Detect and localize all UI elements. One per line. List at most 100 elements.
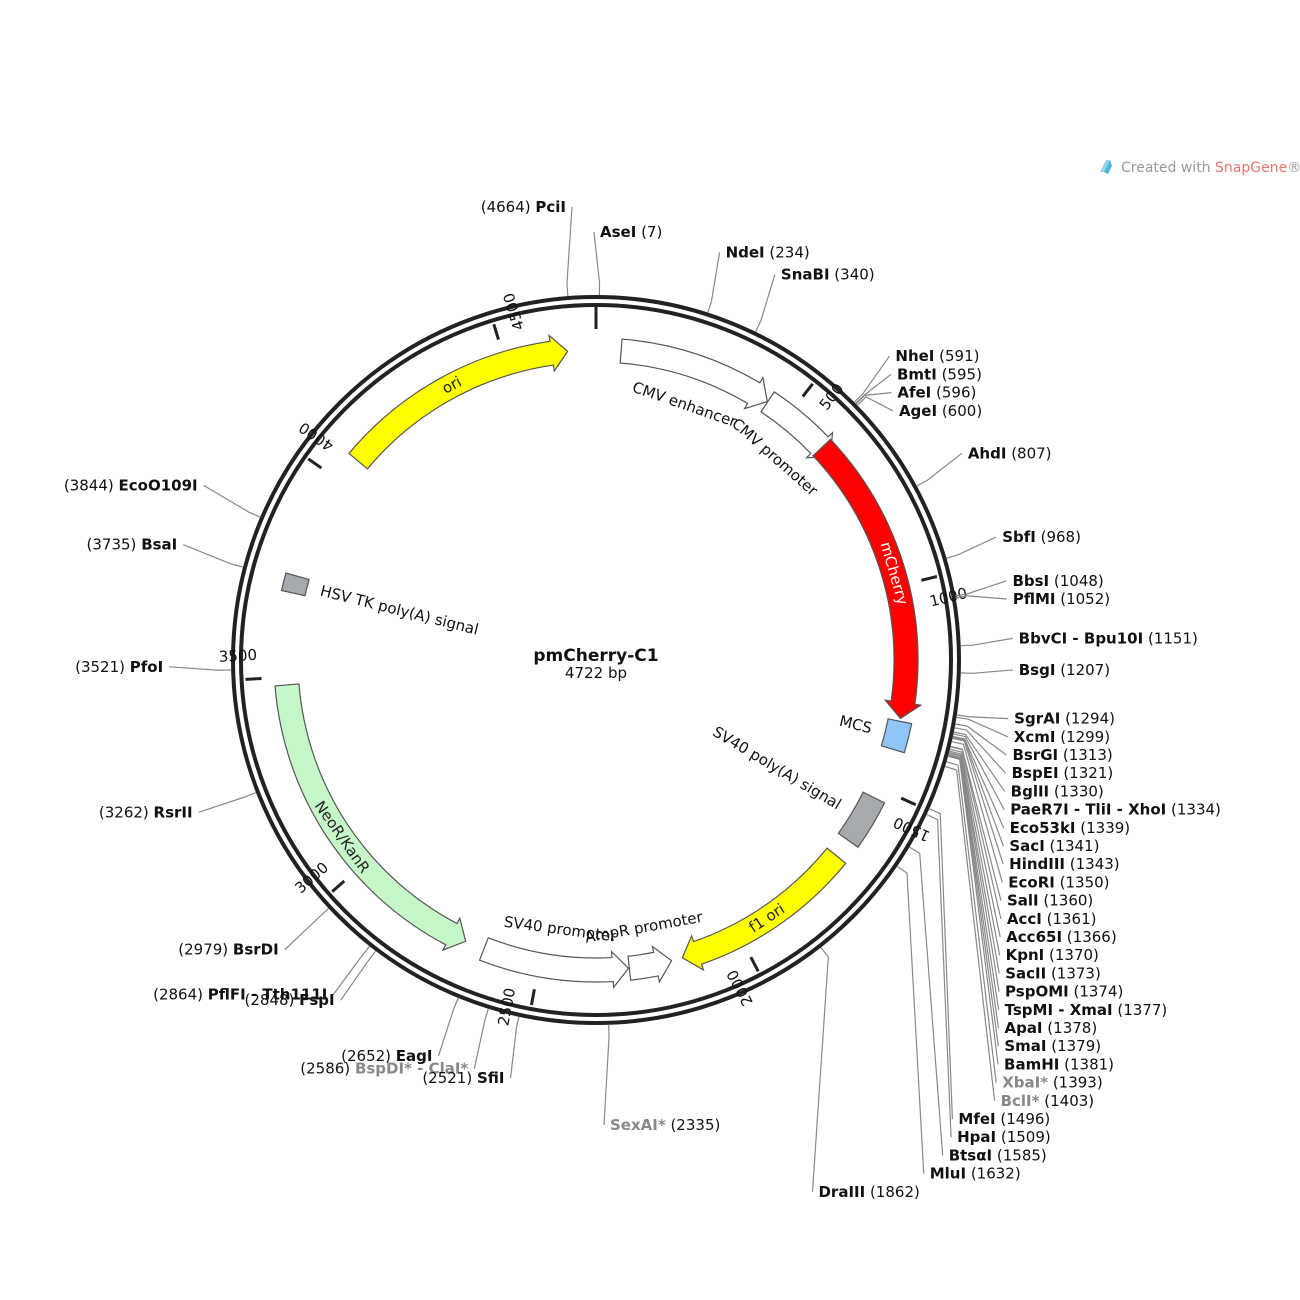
site-label[interactable]: BmtI (595) [897, 365, 982, 383]
site-label[interactable]: XcmI (1299) [1014, 728, 1110, 746]
site-mlui[interactable]: MluI (1632) [896, 865, 1021, 1183]
site-label[interactable]: AfeI (596) [897, 384, 976, 402]
site-snabi[interactable]: SnaBI (340) [755, 266, 875, 332]
site-sexai[interactable]: SexAI* (2335) [603, 1024, 720, 1134]
site-label[interactable]: AhdI (807) [968, 444, 1052, 462]
site-bts-i[interactable]: BtsαI (1585) [909, 846, 1047, 1164]
site-label[interactable]: AccI (1361) [1007, 910, 1097, 928]
feature-f1-ori[interactable]: f1 ori [681, 847, 847, 972]
feature-arrow[interactable] [478, 937, 630, 990]
site-label[interactable]: SgrAI (1294) [1014, 710, 1115, 728]
site-label[interactable]: Eco53kI (1339) [1010, 819, 1131, 837]
site-bspdi-clai[interactable]: (2586) BspDI* - ClaI* [300, 1008, 489, 1078]
feature-box[interactable] [280, 572, 310, 597]
site-label[interactable]: (2979) BsrDI [178, 941, 278, 959]
feature-cmv-enhancer[interactable]: CMV enhancer [619, 338, 768, 431]
feature-box[interactable] [880, 718, 913, 754]
site-label[interactable]: HpaI (1509) [957, 1128, 1051, 1146]
site-label[interactable]: SalI (1360) [1007, 892, 1093, 910]
site-sfii[interactable]: (2521) SfiI [422, 1016, 520, 1087]
site-label[interactable]: ApaI (1378) [1004, 1019, 1097, 1037]
site-label[interactable]: (4664) PciI [481, 198, 566, 216]
site-ecori[interactable]: EcoRI (1350) [951, 741, 1110, 892]
site-label[interactable]: BtsαI (1585) [949, 1146, 1047, 1164]
site-label[interactable]: HindIII (1343) [1009, 855, 1120, 873]
feature-ori[interactable]: ori [348, 333, 569, 470]
feature-sv40-poly-a-signal[interactable]: SV40 poly(A) signal [710, 723, 886, 849]
site-label[interactable]: BspEI (1321) [1012, 764, 1114, 782]
site-ecoo109i[interactable]: (3844) EcoO109I [64, 476, 261, 518]
site-label[interactable]: AgeI (600) [899, 402, 982, 420]
site-bcli[interactable]: BclI* (1403) [944, 765, 1095, 1110]
site-bspei[interactable]: BspEI (1321) [954, 727, 1114, 782]
site-label[interactable]: BsrGI (1313) [1012, 746, 1112, 764]
site-bbvci-bpu10i[interactable]: BbvCI - Bpu10I (1151) [960, 629, 1198, 647]
site-label[interactable]: BamHI (1381) [1004, 1055, 1114, 1073]
site-label[interactable]: SbfI (968) [1002, 528, 1081, 546]
site-label[interactable]: SnaBI (340) [781, 266, 875, 284]
site-mfei[interactable]: MfeI (1496) [929, 808, 1050, 1128]
feature-arrow[interactable] [348, 333, 569, 470]
site-label[interactable]: SacII (1373) [1005, 964, 1101, 982]
site-label[interactable]: (3262) RsrII [99, 803, 193, 821]
site-afei[interactable]: AfeI (596) [855, 384, 976, 405]
site-pcii[interactable]: (4664) PciI [481, 198, 573, 297]
site-bsrdi[interactable]: (2979) BsrDI [178, 907, 329, 959]
site-bsai[interactable]: (3735) BsaI [87, 536, 244, 568]
site-draiii[interactable]: DraIII (1862) [811, 947, 920, 1201]
site-label[interactable]: (2652) EagI [341, 1047, 432, 1065]
site-label[interactable]: EcoRI (1350) [1008, 873, 1109, 891]
site-ndei[interactable]: NdeI (234) [707, 243, 810, 313]
site-rsrii[interactable]: (3262) RsrII [99, 792, 257, 822]
site-label[interactable]: MluI (1632) [930, 1165, 1021, 1183]
site-agei[interactable]: AgeI (600) [857, 396, 982, 420]
site-pfoi[interactable]: (3521) PfoI [75, 658, 232, 676]
site-label[interactable]: BglII (1330) [1011, 782, 1104, 800]
site-label[interactable]: SacI (1341) [1009, 837, 1099, 855]
site-bglii[interactable]: BglII (1330) [953, 731, 1104, 800]
site-label[interactable]: Acc65I (1366) [1006, 928, 1117, 946]
site-label[interactable]: (2848) FspI [244, 991, 334, 1009]
site-ahdi[interactable]: AhdI (807) [916, 444, 1052, 487]
site-label[interactable]: (3521) PfoI [75, 658, 163, 676]
site-eco53ki[interactable]: Eco53kI (1339) [952, 735, 1131, 837]
feature-neor-kanr[interactable]: NeoR/KanR [274, 683, 467, 952]
feature-arrow[interactable] [681, 847, 847, 972]
site-pflmi[interactable]: PflMI (1052) [955, 590, 1110, 608]
site-label[interactable]: PspOMI (1374) [1005, 983, 1123, 1001]
site-label[interactable]: BbvCI - Bpu10I (1151) [1019, 629, 1198, 647]
site-label[interactable]: NdeI (234) [726, 243, 810, 261]
site-label[interactable]: KpnI (1370) [1006, 946, 1099, 964]
feature-arrow[interactable] [627, 945, 673, 984]
site-label[interactable]: PflMI (1052) [1013, 590, 1110, 608]
site-paer7i-tlii-xhoi[interactable]: PaeR7I - TliI - XhoI (1334) [953, 733, 1221, 819]
feature-hsv-tk-poly-a-signal[interactable]: HSV TK poly(A) signal [280, 572, 481, 639]
site-hpai[interactable]: HpaI (1509) [926, 813, 1051, 1147]
site-bmti[interactable]: BmtI (595) [855, 365, 982, 404]
site-kpni[interactable]: KpnI (1370) [949, 750, 1099, 964]
site-label[interactable]: BclI* (1403) [1001, 1092, 1095, 1110]
site-xcmi[interactable]: XcmI (1299) [956, 716, 1110, 746]
site-pflfi-tth111i[interactable]: (2864) PflFI - Tth111I [153, 945, 371, 1004]
site-label[interactable]: AseI (7) [600, 223, 662, 241]
site-eagi[interactable]: (2652) EagI [341, 997, 459, 1065]
site-label[interactable]: XbaI* (1393) [1002, 1074, 1103, 1092]
site-label[interactable]: TspMI - XmaI (1377) [1005, 1001, 1168, 1019]
site-label[interactable]: BbsI (1048) [1012, 572, 1103, 590]
site-acci[interactable]: AccI (1361) [950, 746, 1097, 928]
site-label[interactable]: (3844) EcoO109I [64, 476, 198, 494]
site-label[interactable]: PaeR7I - TliI - XhoI (1334) [1010, 801, 1221, 819]
feature-arrow[interactable] [274, 683, 467, 952]
site-asei[interactable]: AseI (7) [593, 223, 662, 296]
site-smai[interactable]: SmaI (1379) [948, 754, 1101, 1055]
site-pspomi[interactable]: PspOMI (1374) [948, 752, 1123, 1001]
site-label[interactable]: (2864) PflFI - Tth111I [153, 986, 327, 1004]
site-hindiii[interactable]: HindIII (1343) [952, 737, 1120, 873]
site-nhei[interactable]: NheI (591) [853, 347, 980, 403]
site-bbsi[interactable]: BbsI (1048) [955, 572, 1104, 597]
feature-box[interactable] [837, 791, 886, 849]
site-sgrai[interactable]: SgrAI (1294) [956, 710, 1115, 728]
site-label[interactable]: SexAI* (2335) [610, 1116, 720, 1134]
site-label[interactable]: MfeI (1496) [958, 1110, 1050, 1128]
feature-arrow[interactable] [619, 338, 768, 410]
